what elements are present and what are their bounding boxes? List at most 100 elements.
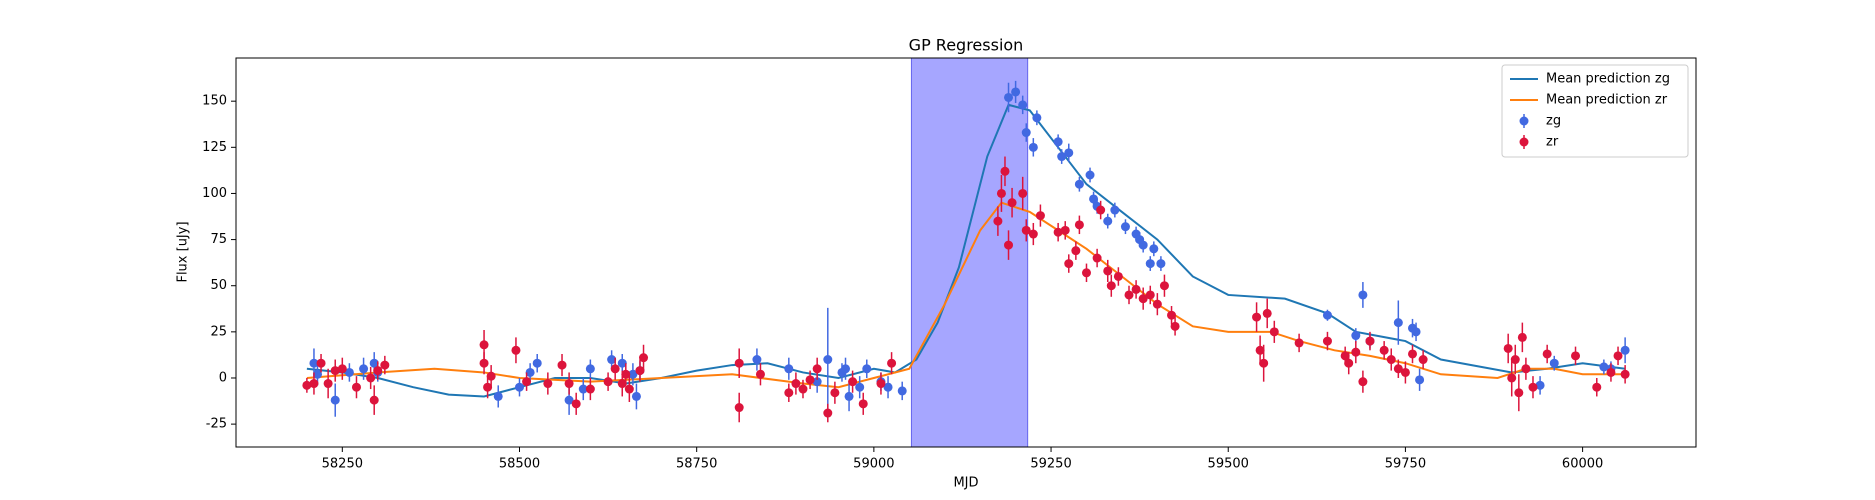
data-point <box>844 391 854 401</box>
data-point <box>1156 259 1166 269</box>
data-point <box>1120 222 1130 232</box>
data-point <box>876 379 886 389</box>
data-point <box>1152 299 1162 309</box>
data-point <box>812 377 822 387</box>
data-point <box>734 358 744 368</box>
data-point <box>1011 87 1021 97</box>
data-point <box>1124 290 1134 300</box>
data-point <box>1007 198 1017 208</box>
data-point <box>323 379 333 389</box>
data-point <box>1089 194 1099 204</box>
y-tick-label: 0 <box>219 370 227 385</box>
data-point <box>1021 128 1031 138</box>
data-point <box>359 364 369 374</box>
data-point <box>1170 321 1180 331</box>
data-point <box>1528 382 1538 392</box>
data-point <box>1571 351 1581 361</box>
data-point <box>1599 362 1609 372</box>
data-point <box>1400 367 1410 377</box>
data-point <box>369 358 379 368</box>
data-point <box>337 364 347 374</box>
data-point <box>1503 343 1513 353</box>
data-point <box>564 379 574 389</box>
data-point <box>532 358 542 368</box>
data-point <box>996 188 1006 198</box>
x-tick-label: 59750 <box>1385 457 1426 472</box>
x-tick-label: 59250 <box>1030 457 1071 472</box>
data-point <box>734 403 744 413</box>
legend-label: zg <box>1546 114 1561 129</box>
data-point <box>313 369 323 379</box>
data-point <box>1358 377 1368 387</box>
data-point <box>784 364 794 374</box>
data-point <box>511 345 521 355</box>
data-point <box>1053 137 1063 147</box>
data-point <box>1159 281 1169 291</box>
data-point <box>479 358 489 368</box>
data-point <box>812 364 822 374</box>
data-point <box>862 364 872 374</box>
data-point <box>1269 327 1279 337</box>
data-point <box>486 371 496 381</box>
data-point <box>1262 308 1272 318</box>
data-point <box>380 360 390 370</box>
chart-title: GP Regression <box>909 36 1024 55</box>
data-point <box>883 382 893 392</box>
data-point <box>1103 216 1113 226</box>
data-point <box>1549 358 1559 368</box>
data-point <box>1393 318 1403 328</box>
data-point <box>1613 351 1623 361</box>
y-tick-label: 25 <box>210 324 227 339</box>
data-point <box>1606 367 1616 377</box>
data-point <box>791 379 801 389</box>
data-point <box>1167 310 1177 320</box>
data-point <box>1110 205 1120 215</box>
x-tick-label: 60000 <box>1562 457 1603 472</box>
data-point <box>479 340 489 350</box>
data-point <box>1351 347 1361 357</box>
data-point <box>514 382 524 392</box>
data-point <box>1507 373 1517 383</box>
data-point <box>841 364 851 374</box>
data-point <box>1064 259 1074 269</box>
data-point <box>1393 364 1403 374</box>
data-point <box>1138 294 1148 304</box>
data-point <box>1035 211 1045 221</box>
data-point <box>557 360 567 370</box>
data-point <box>1145 290 1155 300</box>
data-point <box>1113 271 1123 281</box>
data-point <box>578 384 588 394</box>
plot-area <box>302 80 1630 423</box>
data-point <box>351 382 361 392</box>
data-point <box>525 367 535 377</box>
data-point <box>1057 152 1067 162</box>
data-point <box>369 395 379 405</box>
data-point <box>823 408 833 418</box>
data-point <box>1081 268 1091 278</box>
data-point <box>1322 310 1332 320</box>
data-point <box>1411 327 1421 337</box>
legend-label: Mean prediction zr <box>1546 93 1668 108</box>
data-point <box>1358 290 1368 300</box>
x-tick-label: 58250 <box>322 457 363 472</box>
y-axis-label: Flux [uJy] <box>176 221 191 282</box>
data-point <box>1535 380 1545 390</box>
data-point <box>1053 227 1063 237</box>
data-point <box>1131 284 1141 294</box>
data-point <box>1517 332 1527 342</box>
data-point <box>1138 240 1148 250</box>
x-tick-label: 58750 <box>676 457 717 472</box>
mean-line <box>306 103 1626 398</box>
data-point <box>1021 225 1031 235</box>
y-tick-label: 75 <box>210 232 227 247</box>
data-point <box>366 373 376 383</box>
data-point <box>1103 266 1113 276</box>
data-point <box>1620 369 1630 379</box>
data-point <box>1004 240 1014 250</box>
data-point <box>1379 345 1389 355</box>
data-point <box>483 382 493 392</box>
data-point <box>1365 336 1375 346</box>
data-point <box>585 364 595 374</box>
data-point <box>309 379 319 389</box>
data-point <box>522 377 532 387</box>
